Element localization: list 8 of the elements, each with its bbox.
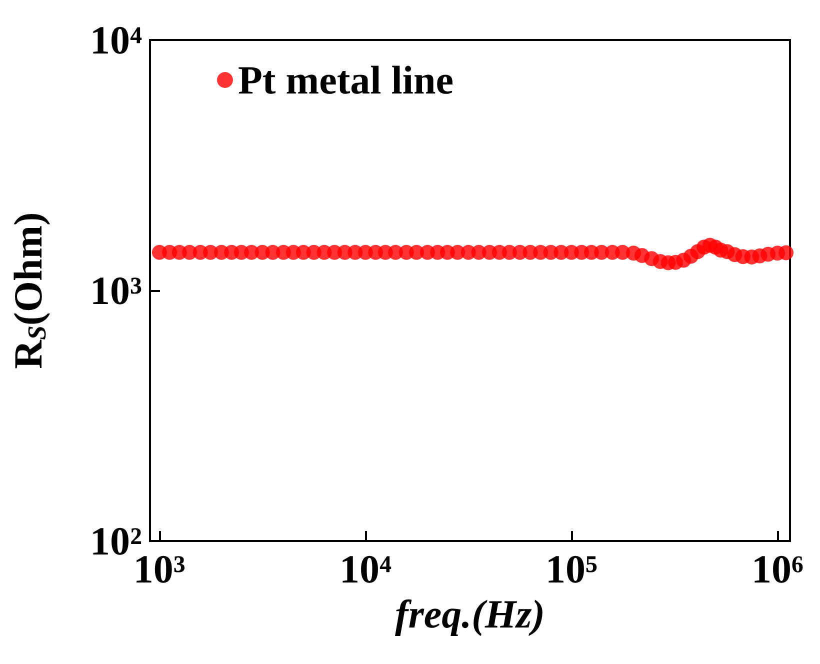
y-axis-title: RS(Ohm) xyxy=(6,212,52,369)
legend-label: Pt metal line xyxy=(238,58,454,102)
x-tick-label: 10⁶ xyxy=(751,546,804,592)
x-tick-label: 10⁵ xyxy=(545,546,598,592)
y-tick-label: 10³ xyxy=(90,268,142,313)
x-tick-label: 10⁴ xyxy=(339,546,392,592)
y-tick-label: 10⁴ xyxy=(90,18,142,62)
x-axis-title: freq.(Hz) xyxy=(395,591,545,636)
